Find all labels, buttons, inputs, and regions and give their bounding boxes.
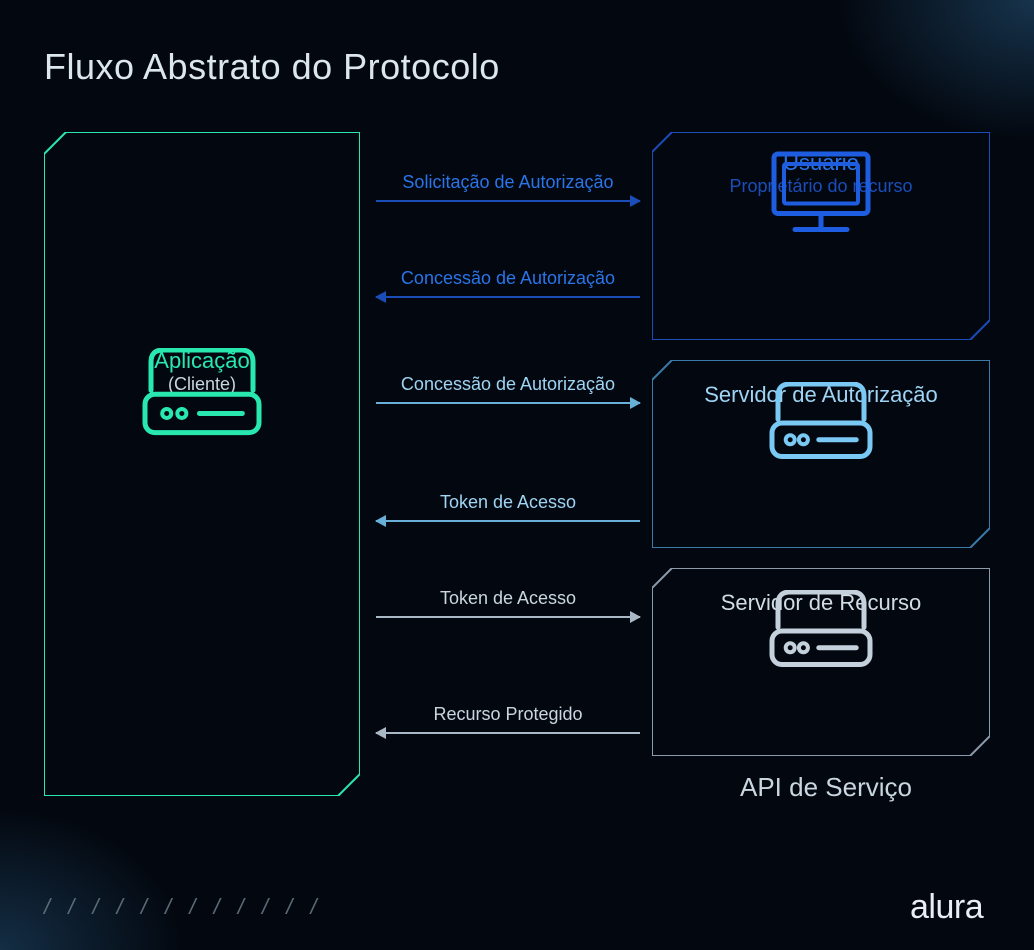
arrow-label: Concessão de Autorização (401, 268, 615, 289)
user-subtitle: Proprietário do recurso (652, 176, 990, 197)
user-box: Usuário Proprietário do recurso (652, 132, 990, 340)
auth-title: Servidor de Autorização (652, 382, 990, 408)
client-subtitle: (Cliente) (44, 374, 360, 395)
resource-server-box: Servidor de Recurso (652, 568, 990, 756)
page-title: Fluxo Abstrato do Protocolo (44, 46, 500, 88)
auth-server-box: Servidor de Autorização (652, 360, 990, 548)
flow-arrow: Recurso Protegido (376, 732, 640, 734)
arrow-label: Recurso Protegido (433, 704, 582, 725)
arrow-label: Token de Acesso (440, 492, 576, 513)
monitor-icon (766, 150, 876, 246)
arrow-label: Token de Acesso (440, 588, 576, 609)
flow-arrow: Token de Acesso (376, 520, 640, 522)
resource-box-frame (652, 568, 990, 756)
flow-arrow: Solicitação de Autorização (376, 200, 640, 202)
flow-arrow: Concessão de Autorização (376, 296, 640, 298)
flow-arrow: Concessão de Autorização (376, 402, 640, 404)
alura-logo: alura (910, 888, 983, 927)
decorative-slashes: / / / / / / / / / / / / (44, 894, 323, 920)
client-box-frame (44, 132, 360, 796)
user-box-frame (652, 132, 990, 340)
resource-title: Servidor de Recurso (652, 590, 990, 616)
server-icon (139, 348, 265, 444)
client-box: Aplicação (Cliente) (44, 132, 360, 796)
user-title: Usuário (652, 150, 990, 176)
server-icon (766, 382, 876, 466)
arrow-label: Solicitação de Autorização (402, 172, 613, 193)
server-icon (766, 590, 876, 674)
arrow-label: Concessão de Autorização (401, 374, 615, 395)
api-service-label: API de Serviço (740, 772, 912, 803)
flow-arrow: Token de Acesso (376, 616, 640, 618)
client-title: Aplicação (44, 348, 360, 374)
auth-box-frame (652, 360, 990, 548)
